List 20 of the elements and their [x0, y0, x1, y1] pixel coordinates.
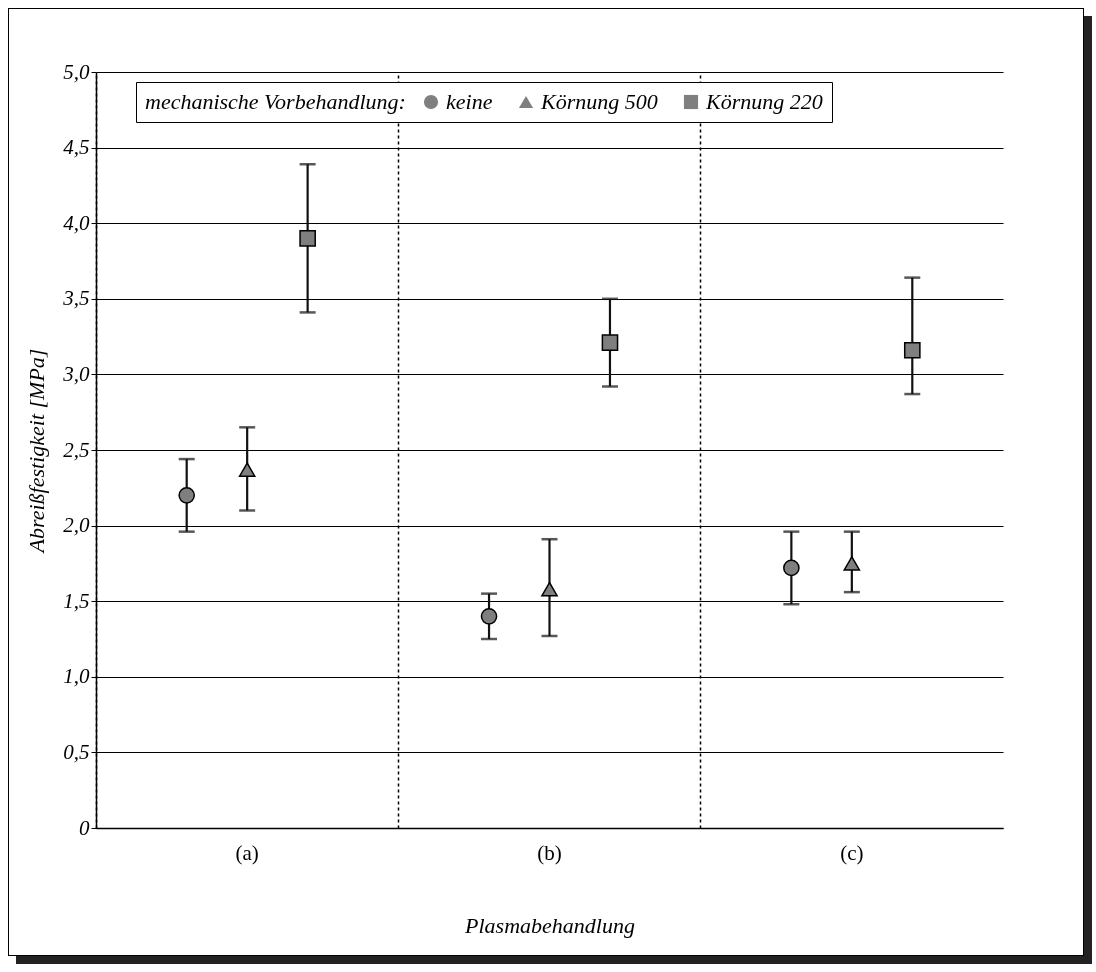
legend-label: Körnung 500 — [540, 89, 658, 114]
y-tick-label: 3,5 — [62, 286, 90, 311]
x-tick-label: (b) — [537, 840, 562, 865]
y-tick-label: 4,5 — [63, 135, 90, 160]
y-tick-label: 4,0 — [63, 210, 90, 235]
x-tick-label: (a) — [235, 840, 259, 865]
y-tick-label: 0 — [79, 815, 90, 840]
x-axis-title: Plasmabehandlung — [464, 912, 635, 938]
y-tick-label: 1,0 — [63, 664, 90, 689]
y-axis-title: Abreißfestigkeit [MPa] — [24, 348, 50, 555]
y-tick-label: 0,5 — [63, 739, 90, 764]
y-tick-label: 5,0 — [63, 59, 90, 84]
y-tick-label: 3,0 — [62, 361, 90, 386]
x-tick-label: (c) — [840, 840, 864, 865]
legend-label: Körnung 220 — [705, 89, 823, 114]
y-tick-label: 2,0 — [63, 513, 90, 538]
legend-title: mechanische Vorbehandlung: — [145, 89, 406, 114]
y-tick-label: 2,5 — [63, 437, 90, 462]
legend-label: keine — [446, 89, 493, 114]
y-tick-label: 1,5 — [63, 588, 90, 613]
